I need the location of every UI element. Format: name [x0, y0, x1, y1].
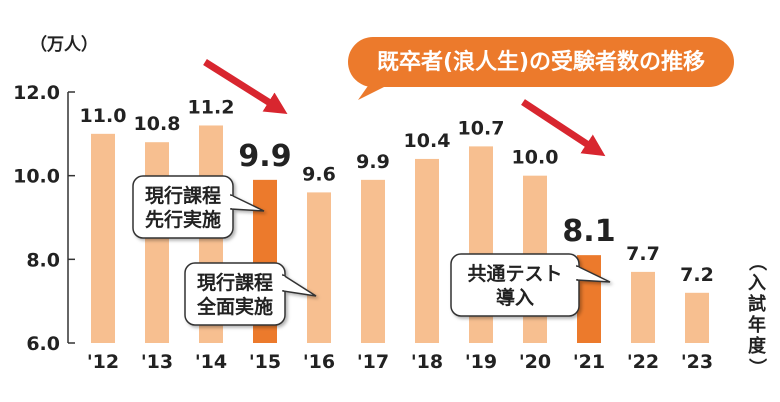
- x-unit-char: 度: [748, 335, 767, 357]
- data-label: 11.2: [188, 96, 235, 118]
- x-tick-label: '15: [249, 351, 281, 373]
- x-tick-label: '22: [627, 351, 659, 373]
- bar-18: [415, 158, 439, 343]
- data-label: 10.4: [404, 130, 451, 152]
- decline-arrow-2: [521, 99, 606, 157]
- bar-22: [631, 271, 655, 343]
- data-label: 10.7: [458, 117, 505, 139]
- data-label: 7.2: [680, 264, 714, 286]
- annotation-text: 全面実施: [196, 295, 273, 318]
- bar-16: [307, 192, 331, 343]
- bar-13: [145, 142, 169, 343]
- y-tick-label: 12.0: [13, 82, 60, 104]
- x-tick-label: '21: [573, 351, 605, 373]
- bar-23: [685, 292, 709, 343]
- annotation-text: 共通テスト: [467, 263, 562, 285]
- decline-arrow-1: [203, 59, 288, 114]
- y-tick-label: 6.0: [26, 333, 60, 355]
- x-unit-char: 年: [748, 314, 766, 336]
- x-tick-label: '13: [141, 351, 173, 373]
- x-tick-label: '12: [87, 351, 119, 373]
- annotation-text: 先行実施: [145, 208, 221, 231]
- data-label: 10.0: [512, 147, 559, 169]
- data-label: 10.8: [134, 113, 181, 135]
- data-label: 9.9: [238, 139, 291, 174]
- chart-title-bubble: 既卒者(浪人生)の受験者数の推移: [348, 37, 734, 100]
- x-tick-label: '19: [465, 351, 497, 373]
- x-unit-char: （: [746, 253, 767, 271]
- annotation-text: 現行課程: [145, 184, 221, 207]
- y-tick-label: 10.0: [13, 166, 60, 188]
- data-label: 7.7: [626, 243, 660, 265]
- x-tick-label: '17: [357, 351, 389, 373]
- bar-12: [91, 133, 115, 343]
- annotation-text: 導入: [496, 286, 534, 309]
- x-tick-label: '23: [681, 351, 713, 373]
- data-label: 9.6: [302, 163, 336, 185]
- x-unit-char: ）: [746, 358, 767, 376]
- x-tick-label: '20: [519, 351, 551, 373]
- annotation-text: 現行課程: [197, 271, 273, 294]
- chart-title: 既卒者(浪人生)の受験者数の推移: [377, 49, 705, 75]
- y-unit-label: （万人）: [30, 34, 98, 55]
- x-unit-char: 試: [748, 293, 766, 315]
- x-unit-char: 入: [748, 273, 766, 294]
- x-tick-label: '14: [195, 351, 227, 373]
- data-label: 8.1: [562, 214, 615, 249]
- x-tick-label: '16: [303, 351, 335, 373]
- bar-17: [361, 179, 385, 343]
- data-label: 11.0: [80, 105, 127, 127]
- y-tick-label: 8.0: [26, 249, 60, 271]
- x-tick-label: '18: [411, 351, 443, 373]
- data-label: 9.9: [356, 151, 390, 173]
